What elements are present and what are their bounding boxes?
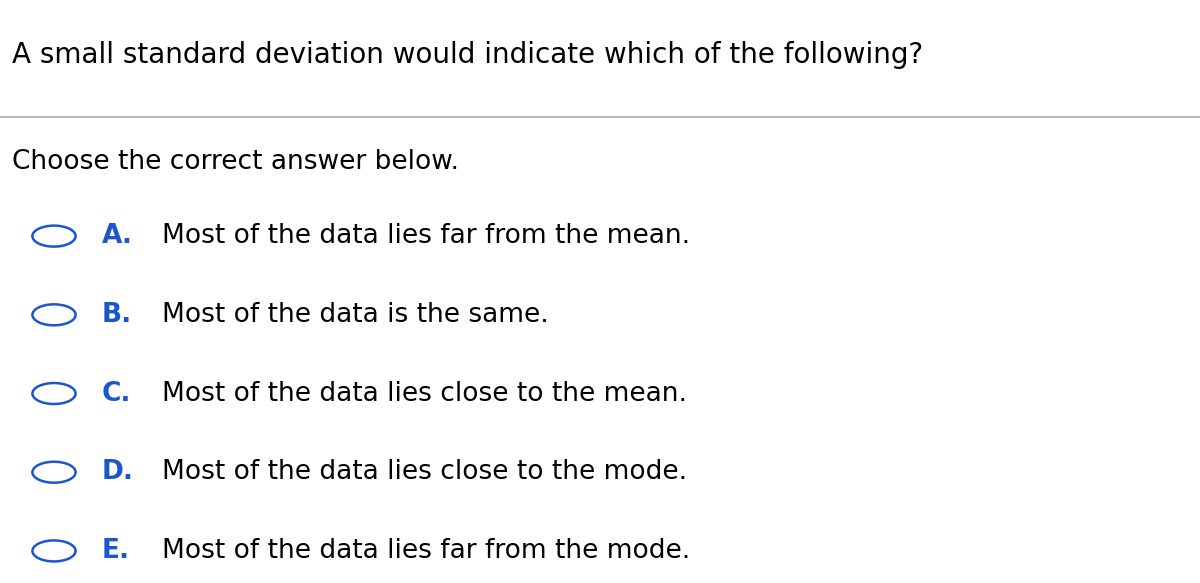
Text: Most of the data lies far from the mode.: Most of the data lies far from the mode. (162, 538, 690, 564)
Text: Most of the data lies close to the mean.: Most of the data lies close to the mean. (162, 381, 686, 406)
Text: Choose the correct answer below.: Choose the correct answer below. (12, 149, 458, 175)
Text: Most of the data lies close to the mode.: Most of the data lies close to the mode. (162, 459, 688, 485)
Text: D.: D. (102, 459, 134, 485)
Text: Most of the data is the same.: Most of the data is the same. (162, 302, 548, 328)
Text: E.: E. (102, 538, 130, 564)
Text: Most of the data lies far from the mean.: Most of the data lies far from the mean. (162, 223, 690, 249)
Text: A small standard deviation would indicate which of the following?: A small standard deviation would indicat… (12, 41, 923, 69)
Text: C.: C. (102, 381, 132, 406)
Text: B.: B. (102, 302, 132, 328)
Text: A.: A. (102, 223, 133, 249)
